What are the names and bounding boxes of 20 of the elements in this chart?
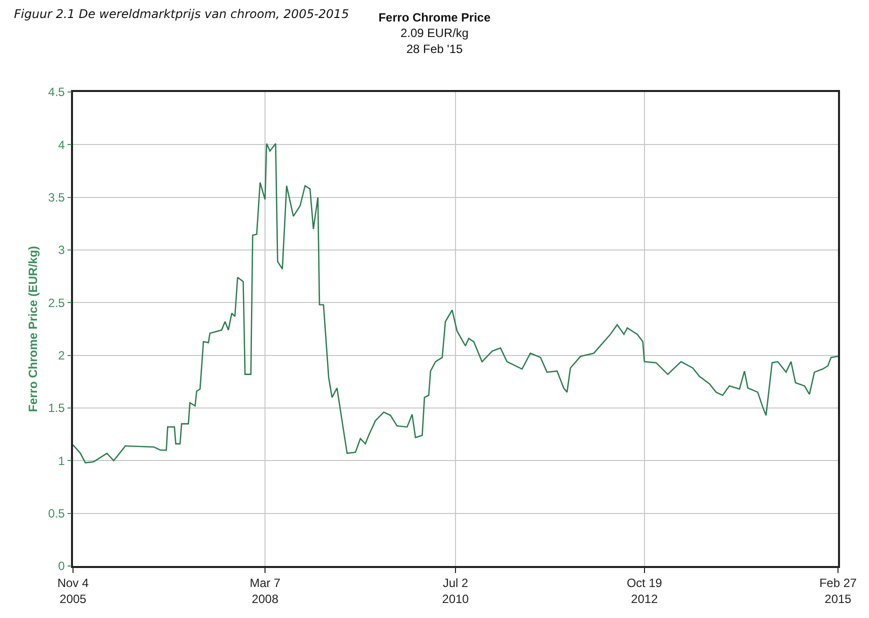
y-tick-label: 0 [58,559,66,574]
y-tick-label: 4 [58,138,66,152]
x-tick-label: Oct 19 2012 [626,576,662,606]
y-tick-label: 4.5 [48,85,66,100]
text: Figuur 2.1 De wereldmarktprijs van chroom, 2005-2015 [14,7,349,21]
y-tick-label: 2.5 [48,296,66,310]
y-tick-label: 2 [58,348,66,363]
y-tick-label: 3.5 [48,190,66,205]
y-tick-label: 0.5 [48,506,66,521]
y-axis-title: Ferro Chrome Price (EUR/kg) [26,246,40,412]
line-series [73,142,838,464]
y-tick-label: 1 [58,454,66,468]
x-tick-label: Mar 7 2008 [250,576,281,606]
y-tick-label: 3 [58,243,66,258]
x-tick-label: Nov 4 2005 [57,576,89,606]
chart-title: Ferro Chrome Price [378,10,491,25]
x-tick-label: Feb 27 2015 [819,576,858,606]
chart-subtitle: 2.09 EUR/kg 28 Feb '15 [400,26,469,56]
x-tick-label: Jul 2 2010 [442,576,470,606]
y-tick-label: 1.5 [48,401,66,416]
